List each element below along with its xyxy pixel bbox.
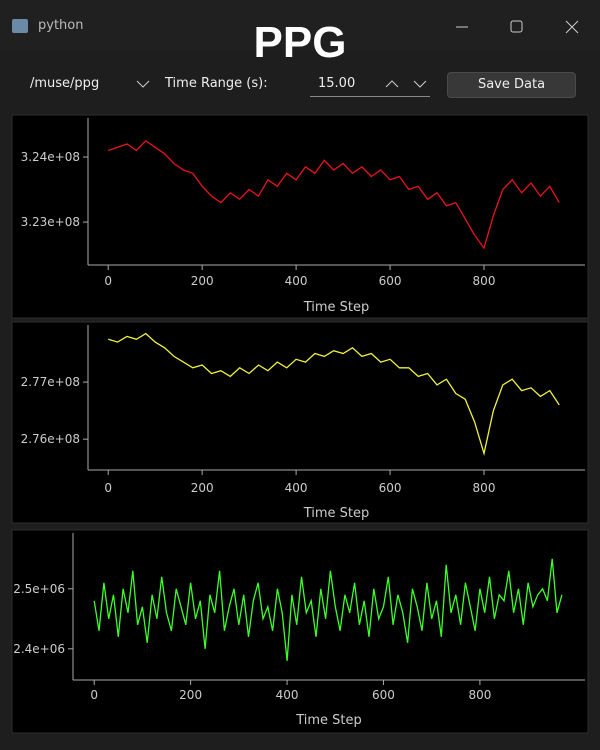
x-axis-label: Time Step xyxy=(303,300,370,315)
x-tick-label: 600 xyxy=(379,481,402,495)
range-spinbox[interactable]: 15.00 xyxy=(318,76,356,91)
series-line xyxy=(93,558,563,661)
x-tick-label: 200 xyxy=(191,481,214,495)
x-axis-label: Time Step xyxy=(295,713,362,728)
overlay-title: PPG xyxy=(253,18,347,67)
y-tick-label: 2.5e+06 xyxy=(13,582,65,596)
x-tick-label: 800 xyxy=(473,481,496,495)
x-tick-label: 200 xyxy=(191,274,214,288)
spinbox-underline xyxy=(310,96,430,97)
save-button[interactable]: Save Data xyxy=(447,72,576,98)
x-tick-label: 0 xyxy=(104,481,112,495)
series-line xyxy=(108,332,560,456)
y-tick-label: 3.23e+08 xyxy=(21,215,80,229)
series-line xyxy=(107,139,560,250)
x-tick-label: 200 xyxy=(179,688,202,702)
y-tick-label: 2.76e+08 xyxy=(21,432,80,446)
close[interactable] xyxy=(565,20,579,34)
x-tick-label: 400 xyxy=(276,688,299,702)
panel xyxy=(11,321,589,524)
topic-combo[interactable]: /muse/ppg xyxy=(30,76,100,91)
panel xyxy=(11,114,589,319)
window-controls[interactable] xyxy=(440,14,600,40)
maximize[interactable] xyxy=(510,20,523,33)
window-title: python xyxy=(38,18,84,33)
x-tick-label: 0 xyxy=(104,274,112,288)
x-tick-label: 800 xyxy=(468,688,491,702)
y-tick-label: 2.77e+08 xyxy=(21,375,80,389)
x-axis-label: Time Step xyxy=(303,506,370,521)
x-tick-label: 800 xyxy=(473,274,496,288)
panel xyxy=(11,529,589,734)
title-bar xyxy=(0,0,600,50)
x-tick-label: 400 xyxy=(285,274,308,288)
range-label: Time Range (s): xyxy=(165,76,268,91)
y-tick-label: 3.24e+08 xyxy=(21,150,80,164)
x-tick-label: 600 xyxy=(372,688,395,702)
y-tick-label: 2.4e+06 xyxy=(13,642,65,656)
x-tick-label: 0 xyxy=(90,688,98,702)
combo-arrow[interactable] xyxy=(135,78,151,90)
x-tick-label: 400 xyxy=(285,481,308,495)
x-tick-label: 600 xyxy=(379,274,402,288)
spin-buttons[interactable] xyxy=(384,78,430,90)
app-icon xyxy=(12,19,28,33)
